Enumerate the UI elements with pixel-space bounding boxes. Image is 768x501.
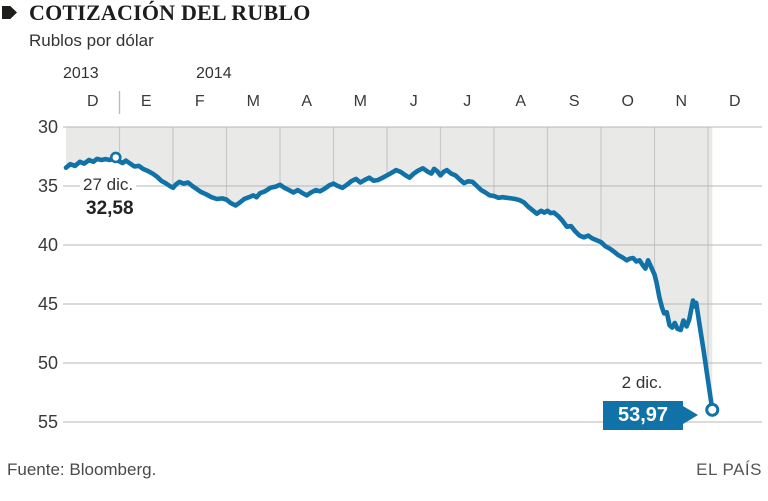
y-axis-tick-label: 50 [37, 353, 58, 373]
x-axis-month-label: A [515, 93, 527, 110]
x-axis-month-label: E [140, 93, 152, 110]
y-axis-tick-label: 55 [37, 412, 58, 432]
x-axis-month-label: J [463, 93, 472, 110]
x-axis-month-label: D [728, 93, 741, 110]
y-axis-tick-label: 45 [37, 294, 58, 314]
annotation-start-value: 32,58 [86, 198, 134, 219]
x-axis-month-label: M [353, 93, 367, 110]
x-axis-year-label-2013: 2013 [63, 65, 99, 82]
series-area-fill [66, 127, 713, 410]
x-axis-month-label: D [86, 93, 99, 110]
x-axis-month-label: O [621, 93, 634, 110]
x-axis-month-label: N [675, 93, 688, 110]
annotation-point-marker [705, 402, 720, 417]
annotation-end-callout: 53,97 [603, 401, 699, 430]
x-axis-month-label: A [301, 93, 313, 110]
series-line [63, 155, 715, 413]
annotation-end-date: 2 dic. [621, 373, 663, 392]
title-bullet-icon [2, 6, 17, 19]
chart-subtitle: Rublos por dólar [29, 31, 154, 50]
page-title: COTIZACIÓN DEL RUBLO [29, 0, 311, 25]
source-credit: Fuente: Bloomberg. [7, 460, 157, 479]
x-axis-month-label: M [246, 93, 260, 110]
callout-arrow-icon [683, 406, 698, 424]
x-axis-year-label-2014: 2014 [196, 65, 232, 82]
x-axis-month-label: J [409, 93, 418, 110]
y-axis-tick-label: 35 [37, 176, 58, 196]
annotation-point-marker [109, 151, 122, 164]
annotation-start-date: 27 dic. [80, 175, 137, 195]
annotation-end-value-badge: 53,97 [603, 401, 683, 430]
publisher-brand: EL PAÍS [696, 460, 762, 479]
x-axis-month-label: S [568, 93, 580, 110]
x-axis-month-label: F [194, 93, 205, 110]
y-axis-tick-label: 30 [37, 117, 58, 137]
y-axis-tick-label: 40 [37, 235, 58, 255]
